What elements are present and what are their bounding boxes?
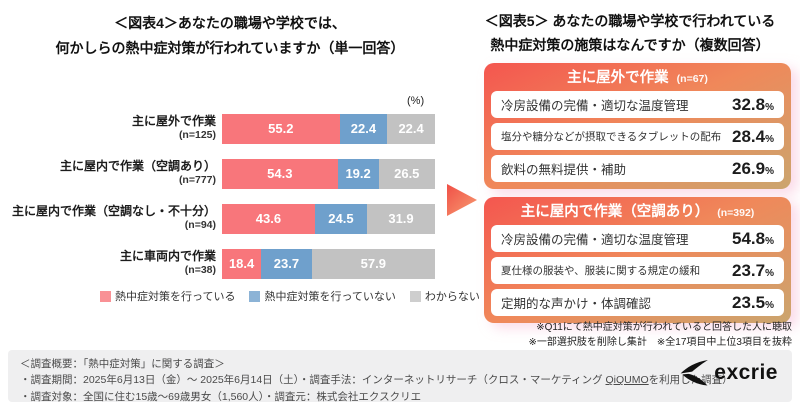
stacked-bar: 55.2 22.4 22.4: [222, 113, 435, 144]
measure-row: 定期的な声かけ・体調確認 23.5%: [491, 289, 784, 317]
category-n: (n=38): [184, 264, 216, 277]
measure-row: 夏仕様の服装や、服装に関する規定の緩和 23.7%: [491, 257, 784, 285]
card-outdoor: 主に屋外で作業 (n=67) 冷房設備の完備・適切な温度管理 32.8% 塩分や…: [484, 63, 791, 190]
legend-label: わからない: [424, 291, 480, 303]
card-n: (n=392): [717, 207, 755, 219]
category-label: 主に屋内で作業（空調なし・不十分） (n=94): [0, 204, 222, 232]
percent-unit: %: [765, 299, 774, 311]
axis-unit-label: (%): [407, 95, 425, 107]
figure4-title: ＜図表4＞あなたの職場や学校では、 何かしらの熱中症対策が行われていますか（単一…: [10, 11, 450, 60]
excrie-logo-icon: [680, 360, 709, 386]
survey-title: ＜調査概要：「熱中症対策」に関する調査＞: [20, 358, 225, 370]
legend-label: 熱中症対策を行っている: [115, 291, 236, 303]
chart-legend: 熱中症対策を行っている 熱中症対策を行っていない わからない: [100, 288, 480, 304]
measure-value: 32.8%: [732, 94, 774, 114]
figure5-title: ＜図表5＞ あなたの職場や学校で行われている 熱中症対策の施策はなんですか（複数…: [465, 10, 795, 58]
figure5-notes: ※Q11にて熱中症対策が行われていると回答した人に聴取 ※一部選択肢を削除し集計…: [460, 321, 792, 350]
bar-segment-unknown: 26.5: [378, 158, 435, 189]
chart-row-vehicle: 主に車両内で作業 (n=38) 18.4 23.7 57.9: [0, 241, 460, 286]
note-line2: ※一部選択肢を削除し集計 ※全17項目中上位3項目を抜粋: [528, 336, 792, 348]
percent-unit: %: [765, 165, 774, 177]
excrie-logo-text: excrie: [714, 361, 778, 384]
legend-swatch-red: [100, 290, 111, 302]
measure-value: 26.9%: [732, 158, 774, 178]
card-header: 主に屋外で作業 (n=67): [567, 70, 708, 86]
legend-swatch-gray: [409, 290, 421, 302]
legend-swatch-blue: [249, 290, 261, 302]
bar-segment-no: 22.4: [339, 113, 388, 144]
chart-row-outdoor: 主に屋外で作業 (n=125) 55.2 22.4 22.4: [0, 106, 460, 151]
qiqumo-text: QiQUMO: [605, 374, 649, 387]
card-header: 主に屋内で作業（空調あり） (n=392): [520, 204, 755, 220]
bar-segment-no: 23.7: [261, 248, 312, 279]
note-line1: ※Q11にて熱中症対策が行われていると回答した人に聴取: [536, 322, 792, 333]
percent-unit: %: [765, 101, 774, 113]
excrie-logo: excrie: [679, 360, 778, 386]
arrow-right-icon: [447, 184, 477, 216]
measure-row: 冷房設備の完備・適切な温度管理 32.8%: [491, 91, 784, 119]
bar-segment-yes: 43.6: [222, 203, 315, 234]
figure5-title-line2: 熱中症対策の施策はなんですか（複数回答）: [490, 36, 770, 53]
bar-segment-unknown: 57.9: [311, 248, 435, 279]
figure5-title-line1: ＜図表5＞ あなたの職場や学校で行われている: [484, 13, 776, 29]
survey-period-method: ・調査期間：2025年6月13日（金）～ 2025年6月14日（土）・調査手法：…: [20, 374, 733, 387]
category-n: (n=777): [178, 174, 216, 187]
measure-row: 飲料の無料提供・補助 26.9%: [491, 155, 784, 183]
legend-item-yes: 熱中症対策を行っている: [100, 288, 235, 304]
bar-segment-yes: 54.3: [222, 158, 338, 189]
survey-overview: ＜調査概要：「熱中症対策」に関する調査＞ ・調査期間：2025年6月13日（金）…: [8, 350, 792, 403]
measure-value: 54.8%: [732, 228, 774, 248]
category-label: 主に屋外で作業 (n=125): [0, 114, 222, 142]
measure-value: 23.7%: [732, 260, 774, 280]
percent-unit: %: [765, 267, 774, 279]
chart-row-indoor-noac: 主に屋内で作業（空調なし・不十分） (n=94) 43.6 24.5 31.9: [0, 196, 460, 241]
measure-row: 冷房設備の完備・適切な温度管理 54.8%: [491, 225, 784, 253]
card-n: (n=67): [676, 73, 708, 85]
category-n: (n=94): [184, 219, 216, 232]
figure4-title-line2: 何かしらの熱中症対策が行われていますか（単一回答）: [55, 39, 405, 56]
measure-value: 28.4%: [732, 126, 774, 146]
stacked-bar: 54.3 19.2 26.5: [222, 158, 435, 189]
survey-target-source: ・調査対象：全国に住む15歳～69歳男女（1,560人）・調査元：株式会社エクス…: [20, 390, 422, 403]
percent-unit: %: [765, 133, 774, 145]
stacked-bar: 18.4 23.7 57.9: [222, 248, 435, 279]
bar-segment-unknown: 22.4: [387, 113, 435, 144]
card-indoor-ac: 主に屋内で作業（空調あり） (n=392) 冷房設備の完備・適切な温度管理 54…: [484, 197, 791, 324]
stacked-bar: 43.6 24.5 31.9: [222, 203, 435, 234]
category-label: 主に屋内で作業（空調あり） (n=777): [0, 159, 222, 187]
measure-row: 塩分や糖分などが摂取できるタブレットの配布 28.4%: [491, 123, 784, 151]
bar-segment-yes: 55.2: [222, 113, 340, 144]
bar-segment-no: 19.2: [337, 158, 379, 189]
figure4-title-line1: ＜図表4＞あなたの職場や学校では、: [114, 15, 346, 31]
bar-segment-no: 24.5: [314, 203, 368, 234]
category-n: (n=125): [178, 129, 216, 142]
chart-row-indoor-ac: 主に屋内で作業（空調あり） (n=777) 54.3 19.2 26.5: [0, 151, 460, 196]
measure-value: 23.5%: [732, 292, 774, 312]
legend-item-no: 熱中症対策を行っていない: [249, 288, 396, 304]
bar-segment-yes: 18.4: [222, 248, 262, 279]
legend-label: 熱中症対策を行っていない: [264, 291, 396, 303]
category-label: 主に車両内で作業 (n=38): [0, 249, 222, 277]
percent-unit: %: [765, 235, 774, 247]
stacked-bar-chart: 主に屋外で作業 (n=125) 55.2 22.4 22.4 主に屋内で作業（空…: [0, 106, 460, 286]
bar-segment-unknown: 31.9: [367, 203, 435, 234]
legend-item-unknown: わからない: [409, 288, 480, 304]
